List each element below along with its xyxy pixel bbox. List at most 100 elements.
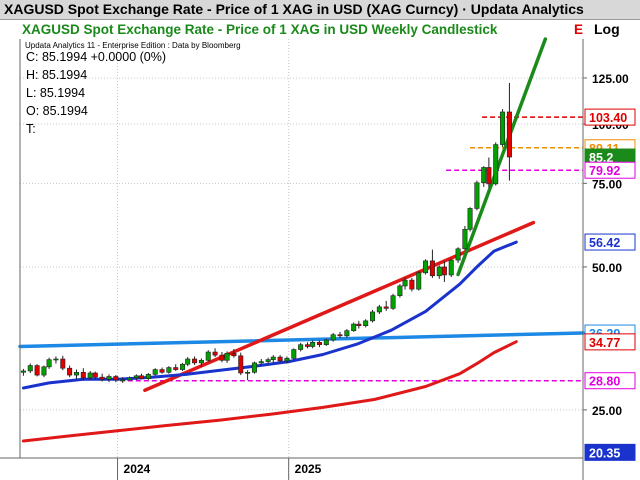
candle-body[interactable] [506,111,512,158]
ohlc-high: H: 85.1994 [26,68,88,82]
price-label-box [584,333,636,351]
candle-body[interactable] [113,376,119,381]
chart-title: XAGUSD Spot Exchange Rate - Price of 1 X… [22,22,498,37]
candle-body[interactable] [429,260,435,277]
ohlc-low: L: 85.1994 [26,86,86,100]
level-lines [127,116,583,382]
x-axis-labels: 2024 2025 [117,458,322,480]
candle-body[interactable] [27,365,33,372]
candle-body[interactable] [73,372,79,376]
candle-body[interactable] [120,379,126,382]
x-axis-label: 2025 [295,462,322,476]
candle-body[interactable] [205,351,211,361]
y-tick-label: 50.00 [592,261,622,275]
candle-body[interactable] [376,306,382,313]
candle-body[interactable] [416,272,422,290]
candle-body[interactable] [60,358,66,369]
candle-body[interactable] [224,352,230,361]
candle-body[interactable] [486,167,492,185]
candle-body[interactable] [330,334,336,341]
price-label-box [584,108,636,126]
candle-body[interactable] [67,367,73,376]
candle-body[interactable] [409,279,415,290]
candle-body[interactable] [363,320,369,327]
candle-body[interactable] [152,369,158,375]
candle-body[interactable] [99,376,105,380]
candle-body[interactable] [436,266,442,277]
candle-body[interactable] [284,358,290,362]
candle-body[interactable] [423,260,429,274]
price-label-box [584,161,636,179]
candle-body[interactable] [159,369,165,373]
title-bar: XAGUSD Spot Exchange Rate - Price of 1 X… [0,0,640,20]
candle-body[interactable] [231,352,237,357]
trendline[interactable] [18,331,585,349]
candle-body[interactable] [258,361,264,364]
y-tick-label: 125.00 [592,72,629,86]
candle-body[interactable] [383,306,389,309]
candle-body[interactable] [351,323,357,332]
candle-body[interactable] [500,111,506,145]
candle-body[interactable] [265,359,271,362]
candle-body[interactable] [138,375,144,379]
candle-body[interactable] [462,229,468,250]
candle-body[interactable] [145,374,151,379]
candle-body[interactable] [53,358,59,361]
candle-body[interactable] [106,376,112,380]
candle-body[interactable] [80,372,86,379]
ohlc-open: O: 85.1994 [26,104,88,118]
candle-body[interactable] [474,182,480,209]
x-axis-label: 2024 [124,462,151,476]
ohlc-time: T: [26,122,36,136]
candle-body[interactable] [133,375,139,379]
candle-body[interactable] [245,372,251,374]
candle-body[interactable] [448,259,454,276]
candle-body[interactable] [20,370,26,373]
trendline[interactable] [456,37,548,277]
candle-body[interactable] [173,367,179,370]
candle-body[interactable] [291,349,297,359]
candle-body[interactable] [344,330,350,337]
candle-body[interactable] [370,311,376,322]
candle-body[interactable] [192,358,198,364]
candle-body[interactable] [185,358,191,365]
candle-body[interactable] [127,377,133,381]
candle-body[interactable] [467,208,473,230]
candle-body[interactable] [304,344,310,347]
price-label-text: 34.77 [589,336,620,350]
candle-body[interactable] [397,285,403,296]
candle-body[interactable] [270,356,276,360]
price-label-box [584,372,636,390]
candle-body[interactable] [180,363,186,370]
candle-body[interactable] [198,359,204,364]
candle-body[interactable] [455,248,461,261]
candle-body[interactable] [441,266,447,276]
price-label-box [584,443,636,461]
candle-body[interactable] [219,354,225,361]
candle-body[interactable] [166,367,172,373]
candle-body[interactable] [92,372,98,378]
candle-body[interactable] [337,334,343,337]
candle-body[interactable] [34,365,40,376]
candle-body[interactable] [298,344,304,350]
candle-body[interactable] [316,341,322,345]
candle-body[interactable] [390,295,396,309]
candle-body[interactable] [41,366,47,376]
moving-average-line[interactable] [21,240,518,390]
candle-body[interactable] [251,362,257,373]
candle-body[interactable] [46,359,52,368]
candle-body[interactable] [238,355,244,374]
candle-body[interactable] [493,144,499,185]
candle-body[interactable] [402,279,408,287]
candle-body[interactable] [310,341,316,347]
candle-body[interactable] [212,351,218,356]
candle-body[interactable] [481,167,487,184]
candle-body[interactable] [277,356,283,362]
candle-body[interactable] [323,339,329,345]
candle-body[interactable] [87,372,93,379]
scale-label[interactable]: Log [594,21,620,37]
moving-average-line[interactable] [21,340,518,443]
candle-body[interactable] [356,323,362,327]
